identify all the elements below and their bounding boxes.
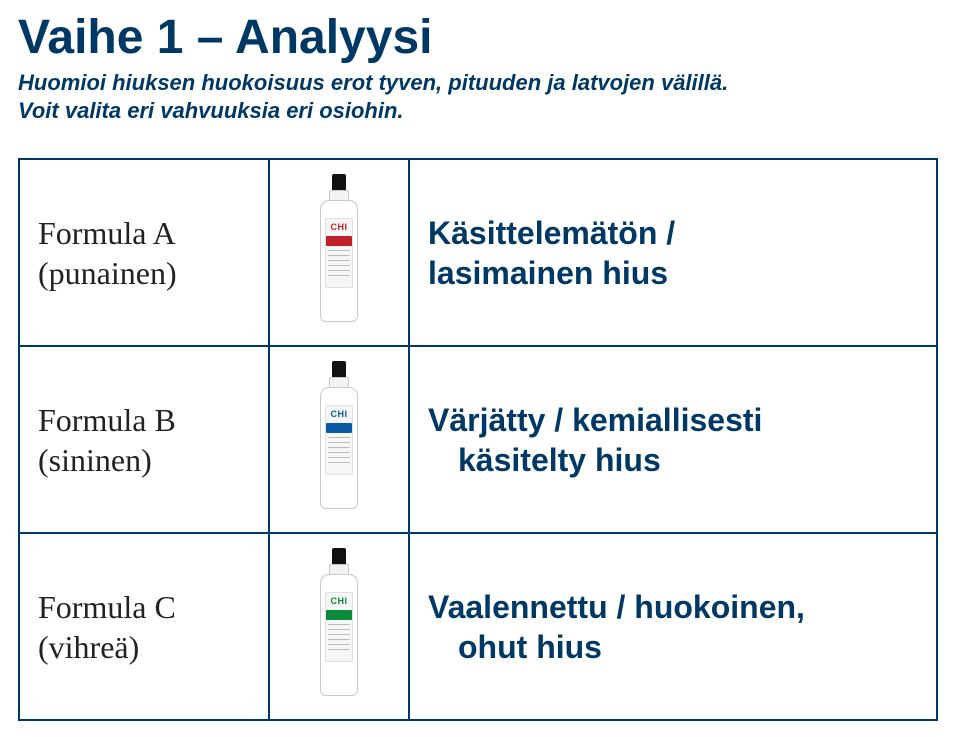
desc-line2: ohut hius xyxy=(428,627,602,667)
page-title: Vaihe 1 – Analyysi xyxy=(18,10,942,65)
formula-label-cell: Formula B (sininen) xyxy=(19,346,269,533)
table-row: Formula A (punainen) CHI Käsittelemätön … xyxy=(19,159,937,346)
desc-cell: Värjätty / kemiallisesti käsitelty hius xyxy=(409,346,937,533)
bottle-icon: CHI xyxy=(316,361,362,513)
bottle-brand: CHI xyxy=(316,222,362,232)
bottle-cell: CHI xyxy=(269,346,409,533)
bottle-icon: CHI xyxy=(316,174,362,326)
desc-line1: Värjätty / kemiallisesti xyxy=(428,402,762,438)
formula-label: Formula B (sininen) xyxy=(38,400,250,480)
bottle-brand: CHI xyxy=(316,409,362,419)
bottle-brand: CHI xyxy=(316,596,362,606)
table-body: Formula A (punainen) CHI Käsittelemätön … xyxy=(19,159,937,720)
formula-table: Formula A (punainen) CHI Käsittelemätön … xyxy=(18,158,938,721)
bottle-band-icon xyxy=(326,610,352,620)
formula-label-line1: Formula A xyxy=(38,215,176,251)
bottle-band-icon xyxy=(326,423,352,433)
bottle-band-icon xyxy=(326,236,352,246)
bottle-icon: CHI xyxy=(316,548,362,700)
subtitle-line-2: Voit valita eri vahvuuksia eri osiohin. xyxy=(18,98,404,123)
desc-line2: lasimainen hius xyxy=(428,255,668,291)
formula-label-line2: (vihreä) xyxy=(38,629,139,665)
formula-label: Formula C (vihreä) xyxy=(38,587,250,667)
desc-line1: Vaalennettu / huokoinen, xyxy=(428,589,805,625)
formula-desc: Värjätty / kemiallisesti käsitelty hius xyxy=(428,400,918,480)
desc-cell: Käsittelemätön / lasimainen hius xyxy=(409,159,937,346)
formula-label-line2: (sininen) xyxy=(38,442,152,478)
desc-line1: Käsittelemätön / xyxy=(428,215,675,251)
formula-desc: Käsittelemätön / lasimainen hius xyxy=(428,213,918,293)
formula-label-cell: Formula C (vihreä) xyxy=(19,533,269,720)
page-subtitle: Huomioi hiuksen huokoisuus erot tyven, p… xyxy=(18,69,942,124)
bottle-cell: CHI xyxy=(269,533,409,720)
formula-label: Formula A (punainen) xyxy=(38,213,250,293)
table-row: Formula B (sininen) CHI Värjätty / kemia… xyxy=(19,346,937,533)
formula-desc: Vaalennettu / huokoinen, ohut hius xyxy=(428,587,918,667)
table-row: Formula C (vihreä) CHI Vaalennettu / huo… xyxy=(19,533,937,720)
formula-label-line1: Formula B xyxy=(38,402,176,438)
formula-label-cell: Formula A (punainen) xyxy=(19,159,269,346)
formula-label-line2: (punainen) xyxy=(38,255,177,291)
formula-label-line1: Formula C xyxy=(38,589,176,625)
desc-cell: Vaalennettu / huokoinen, ohut hius xyxy=(409,533,937,720)
desc-line2: käsitelty hius xyxy=(428,440,661,480)
subtitle-line-1: Huomioi hiuksen huokoisuus erot tyven, p… xyxy=(18,70,728,95)
bottle-cell: CHI xyxy=(269,159,409,346)
